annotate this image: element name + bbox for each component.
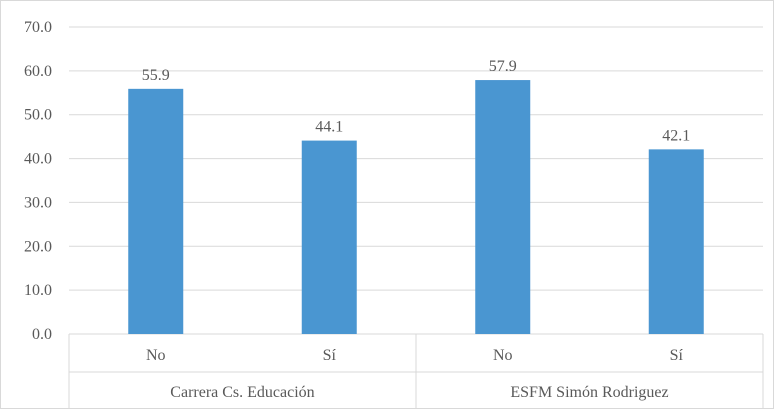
y-tick-label: 10.0 [24,282,52,299]
y-tick-label: 50.0 [24,107,52,124]
bar[interactable] [301,140,357,334]
y-tick-label: 0.0 [32,326,52,343]
data-label: 42.1 [662,127,690,144]
y-tick-label: 40.0 [24,151,52,168]
category-label: No [493,347,513,364]
y-tick-label: 70.0 [24,19,52,36]
y-tick-label: 30.0 [24,194,52,211]
y-tick-label: 20.0 [24,238,52,255]
y-tick-label: 60.0 [24,63,52,80]
data-label: 55.9 [142,67,170,84]
data-label: 57.9 [489,58,517,75]
group-label: ESFM Simón Rodriguez [510,384,668,401]
category-label: No [146,347,166,364]
category-label: Sí [323,347,337,364]
bar[interactable] [475,80,531,335]
group-label: Carrera Cs. Educación [170,384,314,401]
bar[interactable] [128,88,184,335]
data-label: 44.1 [315,119,343,136]
bar[interactable] [648,149,704,334]
category-label: Sí [670,347,684,364]
